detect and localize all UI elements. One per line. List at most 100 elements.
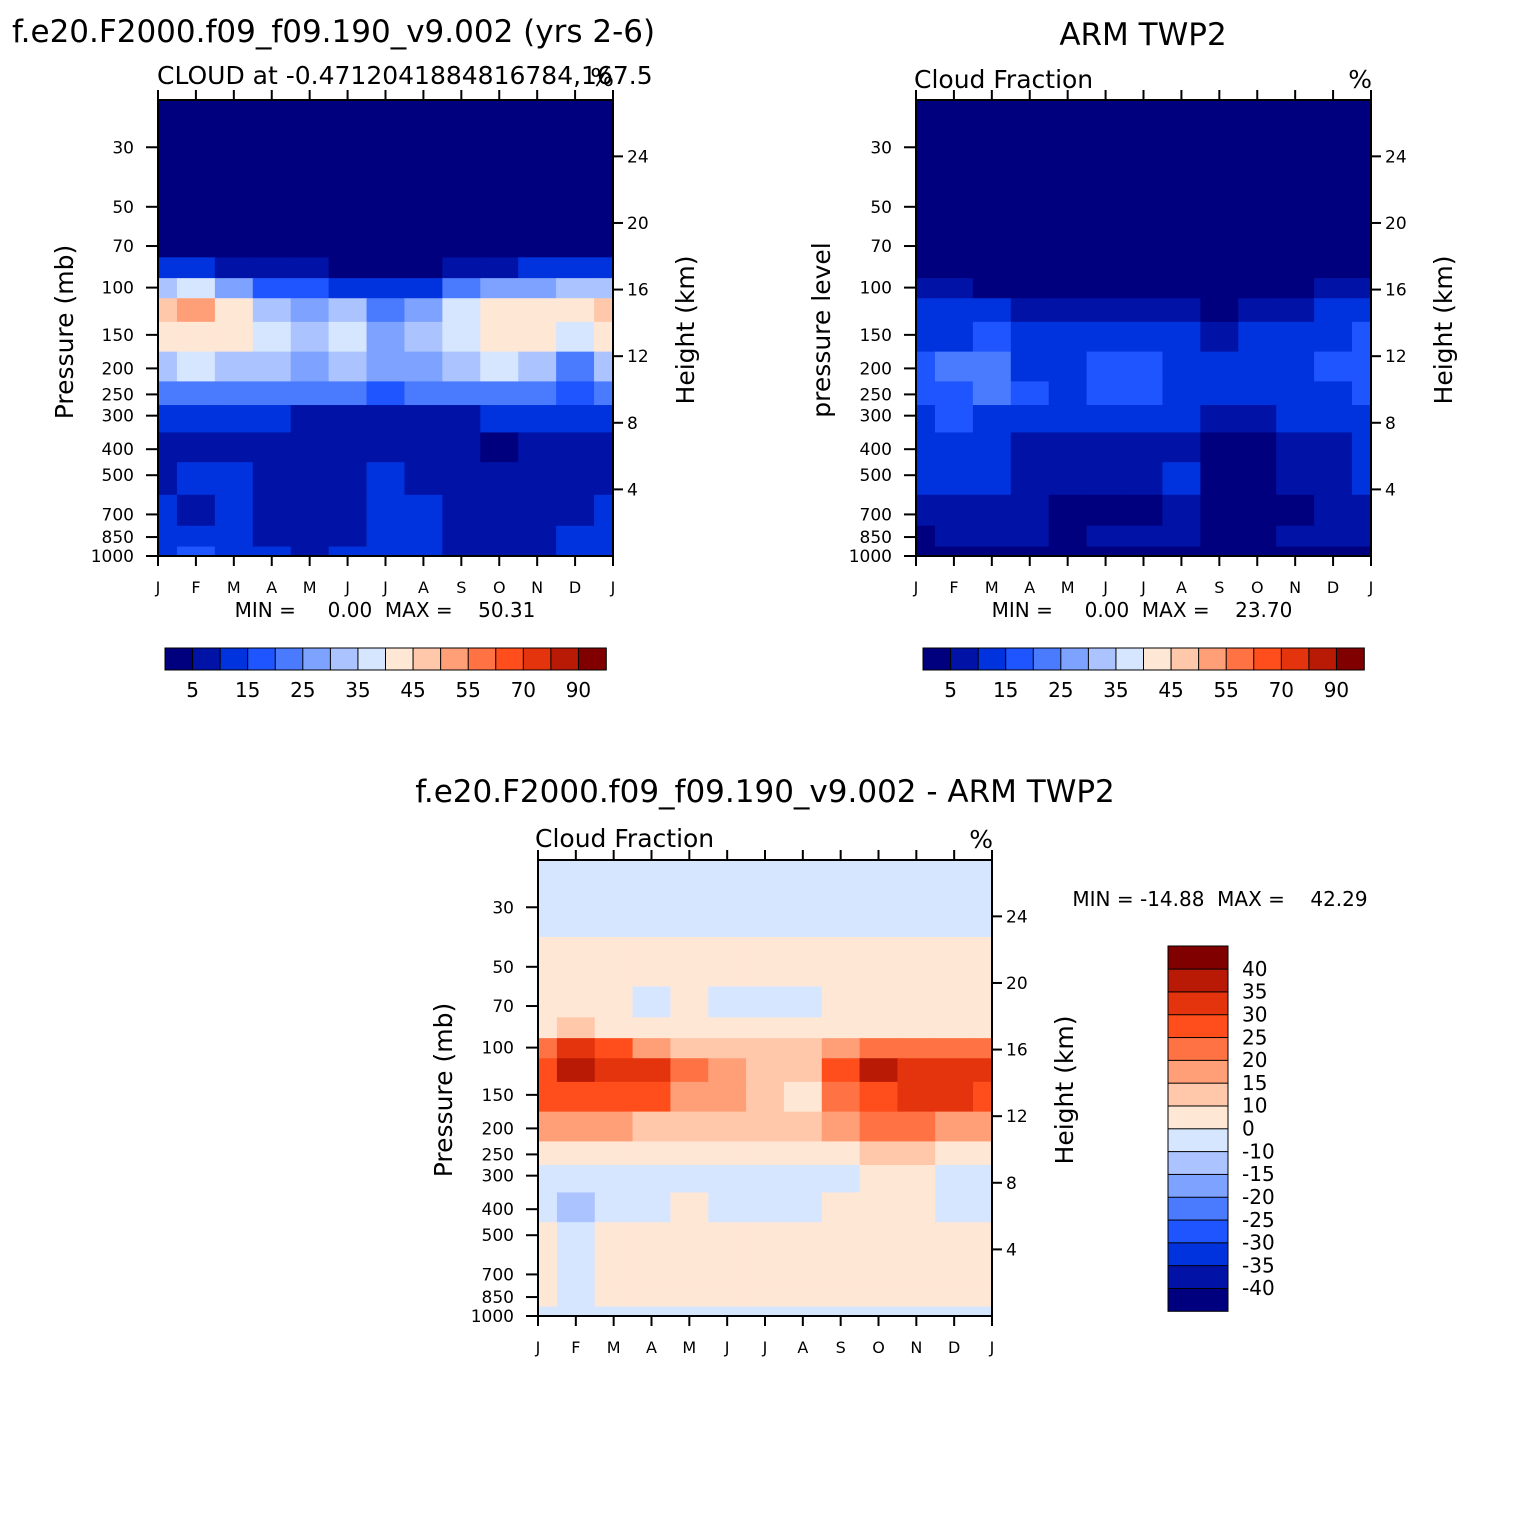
contour-cell (556, 257, 595, 279)
contour-cell (518, 278, 557, 299)
contour-cell (538, 1111, 558, 1142)
colorbar-swatch (219, 647, 249, 671)
contour-cell (518, 351, 557, 382)
contour-cell (176, 321, 216, 353)
contour-cell (972, 177, 1012, 228)
contour-cell (1238, 226, 1277, 258)
contour-cell (442, 257, 481, 279)
contour-cell (821, 1285, 861, 1308)
contour-cell (916, 177, 936, 228)
contour-cell (934, 278, 974, 299)
colorbar-label: 70 (511, 678, 536, 702)
contour-cell (404, 298, 443, 323)
contour-cell (404, 494, 443, 527)
panel-diff-stats: MIN = -14.88 MAX = 42.29 (1072, 887, 1367, 911)
contour-cell (1276, 462, 1315, 496)
contour-cell (632, 1081, 672, 1113)
contour-cell (518, 462, 557, 496)
contour-cell (783, 1222, 823, 1256)
contour-cell (404, 546, 443, 557)
y-tick-label: 850 (860, 528, 892, 548)
contour-cell (252, 525, 292, 548)
contour-cell (1048, 257, 1088, 279)
contour-cell (1048, 351, 1088, 382)
contour-cell (1086, 226, 1126, 258)
contour-cell (859, 986, 899, 1018)
contour-cell (859, 1058, 899, 1083)
contour-cell (538, 1306, 558, 1317)
y-tick-right-label: 24 (1006, 907, 1028, 927)
y-tick-right-label: 16 (1006, 1041, 1028, 1061)
contour-cell (916, 257, 936, 279)
contour-cell (934, 257, 974, 279)
contour-cell (594, 278, 614, 299)
contour-cell (973, 1141, 993, 1166)
contour-cell (1162, 432, 1201, 463)
contour-cells (916, 100, 1372, 557)
y-tick-label: 30 (112, 138, 134, 158)
colorbar-swatch (1170, 647, 1200, 671)
contour-cell (632, 1058, 672, 1083)
contour-cell (916, 351, 936, 382)
contour-cell (1162, 100, 1201, 178)
x-tick-label: M (227, 578, 241, 597)
contour-cell (1352, 278, 1372, 299)
contour-cell (916, 462, 936, 496)
contour-cell (176, 351, 216, 382)
contour-cell (972, 321, 1012, 353)
contour-cell (1276, 257, 1315, 279)
x-tick-label: A (646, 1338, 657, 1357)
contour-cell (1010, 405, 1050, 434)
contour-cell (1124, 462, 1164, 496)
contour-cell (1352, 226, 1372, 258)
y-tick-label: 850 (482, 1288, 514, 1308)
contour-cell (746, 1111, 785, 1142)
contour-cell (556, 1254, 596, 1287)
contour-cell (973, 1111, 993, 1142)
x-tick-label: M (682, 1338, 696, 1357)
contour-cell (746, 1285, 785, 1308)
contour-cell (594, 1192, 634, 1223)
contour-cell (518, 226, 557, 258)
x-tick-label: S (456, 578, 466, 597)
colorbar-swatch (977, 647, 1007, 671)
contour-cell (934, 177, 974, 228)
contour-cell (935, 1306, 974, 1317)
contour-cell (973, 1038, 993, 1059)
colorbar-label: 35 (345, 678, 370, 702)
contour-cell (518, 432, 557, 463)
contour-cell (783, 1254, 823, 1287)
contour-cell (1162, 546, 1201, 557)
contour-cell (290, 381, 330, 406)
contour-cell (328, 278, 368, 299)
contour-cell (556, 177, 595, 228)
contour-cell (1314, 462, 1353, 496)
panel-diff-ylabel-right: Height (km) (1050, 1016, 1079, 1165)
contour-cell (556, 1165, 596, 1194)
contour-cell (1352, 321, 1372, 353)
contour-cell (1162, 226, 1201, 258)
contour-cell (973, 1192, 993, 1223)
y-tick-label: 1000 (91, 547, 134, 567)
contour-cell (916, 298, 936, 323)
contour-cell (594, 1017, 634, 1039)
colorbar-label: 5 (186, 678, 199, 702)
contour-cell (442, 321, 481, 353)
x-tick-label: J (762, 1338, 768, 1357)
contour-cell (821, 1111, 861, 1142)
contour-cell (1162, 405, 1201, 434)
contour-cell (214, 278, 254, 299)
panel-obs-stats: MIN = 0.00 MAX = 23.70 (992, 598, 1293, 622)
contour-cell (404, 351, 443, 382)
contour-cell (518, 100, 557, 178)
contour-cell (1200, 100, 1239, 178)
x-tick-label: J (155, 578, 161, 597)
contour-cell (1010, 321, 1050, 353)
x-tick-label: J (724, 1338, 730, 1357)
contour-cell (708, 1192, 747, 1223)
contour-cell (480, 432, 519, 463)
contour-cell (783, 986, 823, 1018)
contour-cell (708, 860, 747, 938)
y-tick-label: 70 (492, 997, 514, 1017)
contour-cell (556, 1285, 596, 1308)
